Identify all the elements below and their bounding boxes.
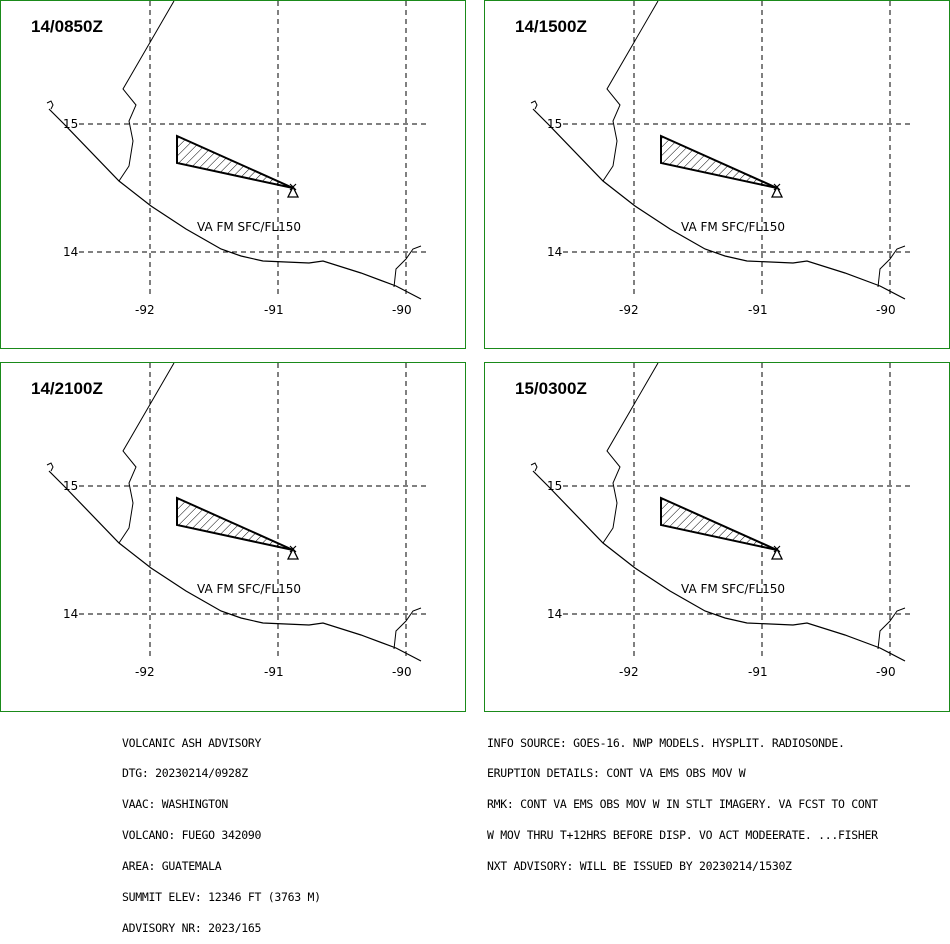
eruption-icon [773, 183, 781, 191]
eruption-icon [773, 545, 781, 553]
lon-label: -92 [135, 303, 155, 317]
advisory-line: VOLCANIC ASH ADVISORY [122, 735, 262, 750]
advisory-line: DTG: 20230214/0928Z [122, 766, 248, 781]
lon-label: -92 [619, 303, 639, 317]
lat-label-15: 15 [63, 479, 78, 493]
ash-plume-area [176, 134, 294, 189]
volcano-icon [770, 547, 784, 560]
volcano-icon [770, 185, 784, 198]
lat-label-14: 14 [63, 607, 78, 621]
advisory-line: W MOV THRU T+12HRS BEFORE DISP. VO ACT M… [487, 828, 878, 843]
coastline [48, 470, 422, 662]
plume-label: VA FM SFC/FL150 [197, 220, 301, 234]
coastline-inlet [530, 100, 538, 110]
map-panel-4: 15/0300Z 15 14 -92 -91 -90 VA FM SFC/FL150 [484, 362, 950, 712]
advisory-line: INFO SOURCE: GOES-16. NWP MODELS. HYSPLI… [487, 735, 845, 750]
map-svg: 15 14 -92 -91 -90 VA FM SFC/FL150 [46, 1, 426, 317]
panel-time: 15/0300Z [515, 379, 587, 398]
border-line-east [393, 245, 422, 288]
advisory-right: INFO SOURCE: GOES-16. NWP MODELS. HYSPLI… [487, 717, 878, 882]
plume-label: VA FM SFC/FL150 [197, 582, 301, 596]
coastline [532, 470, 906, 662]
map-panel-2: 14/1500Z 15 14 -92 -91 -90 VA FM SFC/FL150 [484, 0, 950, 349]
border-line-west [602, 1, 659, 182]
advisory-line: ERUPTION DETAILS: CONT VA EMS OBS MOV W [487, 766, 746, 781]
lon-label: -91 [264, 303, 284, 317]
coastline-inlet [46, 100, 54, 110]
advisory-line: VOLCANO: FUEGO 342090 [122, 828, 262, 843]
lon-label: -90 [876, 303, 896, 317]
coastline [48, 108, 422, 300]
lon-label: -90 [392, 303, 412, 317]
advisory-line: ADVISORY NR: 2023/165 [122, 920, 262, 935]
border-line-east [393, 607, 422, 650]
volcano-icon [286, 185, 300, 198]
advisory-left: VOLCANIC ASH ADVISORY DTG: 20230214/0928… [122, 717, 321, 944]
map-svg: 15 14 -92 -91 -90 VA FM SFC/FL150 [530, 363, 910, 679]
map-svg: 15 14 -92 -91 -90 VA FM SFC/FL150 [46, 363, 426, 679]
border-line-west [118, 363, 175, 544]
map-svg: 15 14 -92 -91 -90 VA FM SFC/FL150 [530, 1, 910, 317]
plume-label: VA FM SFC/FL150 [681, 220, 785, 234]
lon-label: -92 [135, 665, 155, 679]
lat-label-15: 15 [547, 117, 562, 131]
border-line-west [602, 363, 659, 544]
lon-label: -92 [619, 665, 639, 679]
advisory-line: RMK: CONT VA EMS OBS MOV W IN STLT IMAGE… [487, 797, 878, 812]
border-line-east [877, 245, 906, 288]
coastline [532, 108, 906, 300]
panel-time: 14/2100Z [31, 379, 103, 398]
lat-label-15: 15 [547, 479, 562, 493]
lat-label-14: 14 [63, 245, 78, 259]
eruption-icon [289, 545, 297, 553]
plume-label: VA FM SFC/FL150 [681, 582, 785, 596]
lat-label-15: 15 [63, 117, 78, 131]
map-panel-3: 14/2100Z 15 14 -92 -91 -90 VA FM SFC/FL150 [0, 362, 466, 712]
ash-plume-area [660, 496, 778, 551]
lon-label: -90 [392, 665, 412, 679]
lat-label-14: 14 [547, 607, 562, 621]
lat-label-14: 14 [547, 245, 562, 259]
panel-time: 14/1500Z [515, 17, 587, 36]
advisory-line: AREA: GUATEMALA [122, 859, 222, 874]
ash-plume-area [660, 134, 778, 189]
lon-label: -91 [748, 303, 768, 317]
lon-label: -91 [264, 665, 284, 679]
lon-label: -91 [748, 665, 768, 679]
panel-time: 14/0850Z [31, 17, 103, 36]
eruption-icon [289, 183, 297, 191]
advisory-line: VAAC: WASHINGTON [122, 797, 228, 812]
coastline-inlet [530, 462, 538, 472]
advisory-line: NXT ADVISORY: WILL BE ISSUED BY 20230214… [487, 859, 792, 874]
volcano-icon [286, 547, 300, 560]
advisory-line: SUMMIT ELEV: 12346 FT (3763 M) [122, 890, 321, 905]
lon-label: -90 [876, 665, 896, 679]
coastline-inlet [46, 462, 54, 472]
map-panel-1: 14/0850Z 15 14 -92 -91 -90 VA FM SFC/FL150 [0, 0, 466, 349]
ash-plume-area [176, 496, 294, 551]
border-line-west [118, 1, 175, 182]
border-line-east [877, 607, 906, 650]
